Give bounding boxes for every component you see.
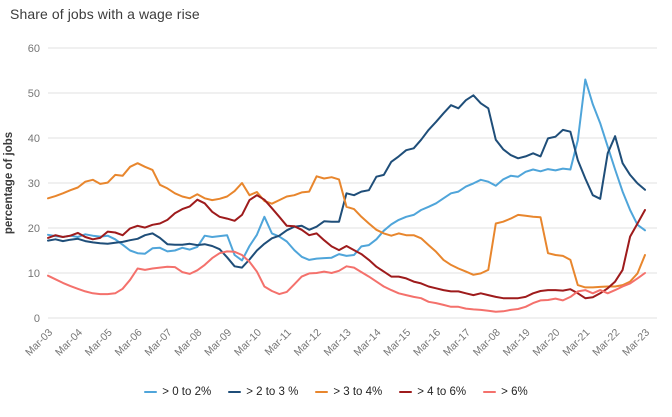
plot-area: 0102030405060Mar-03Mar-04Mar-05Mar-06Mar… bbox=[3, 43, 657, 359]
x-tick-label: Mar-05 bbox=[83, 327, 115, 359]
chart-legend: > 0 to 2% > 2 to 3 % > 3 to 4% > 4 to 6% > 6… bbox=[0, 386, 672, 398]
x-tick-label: Mar-21 bbox=[560, 327, 592, 359]
y-tick-label: 40 bbox=[28, 133, 40, 145]
series-line-4-to-6 bbox=[47, 194, 646, 300]
legend-swatch-line bbox=[228, 390, 242, 394]
legend-swatch-line bbox=[144, 390, 158, 394]
x-tick-label: Mar-12 bbox=[292, 327, 324, 359]
x-tick-label: Mar-14 bbox=[351, 327, 383, 359]
y-axis-title: percentage of jobs bbox=[3, 132, 15, 234]
x-tick-label: Mar-20 bbox=[531, 327, 563, 359]
legend-swatch-line bbox=[399, 390, 413, 394]
legend-label: > 4 to 6% bbox=[417, 386, 467, 398]
legend-swatch-line bbox=[483, 390, 497, 394]
y-tick-label: 10 bbox=[28, 268, 40, 280]
x-tick-label: Mar-09 bbox=[202, 327, 234, 359]
legend-swatch-line bbox=[315, 390, 329, 394]
series-line-0-to-2 bbox=[47, 78, 646, 262]
x-tick-label: Mar-10 bbox=[232, 327, 264, 359]
x-tick-label: Mar-07 bbox=[143, 327, 175, 359]
series-line-6 bbox=[47, 250, 646, 313]
x-tick-label: Mar-08 bbox=[172, 327, 204, 359]
x-tick-label: Mar-13 bbox=[322, 327, 354, 359]
y-tick-label: 60 bbox=[28, 43, 40, 55]
x-tick-label: Mar-03 bbox=[23, 327, 55, 359]
y-tick-label: 50 bbox=[28, 88, 40, 100]
x-tick-label: Mar-04 bbox=[53, 327, 85, 359]
legend-item: > 0 to 2% bbox=[144, 386, 211, 398]
series-line-2-to-3 bbox=[47, 94, 646, 269]
x-tick-label: Mar-23 bbox=[620, 327, 652, 359]
x-tick-label: Mar-17 bbox=[441, 327, 473, 359]
y-tick-label: 30 bbox=[28, 178, 40, 190]
y-tick-label: 0 bbox=[34, 313, 40, 325]
x-tick-label: Mar-16 bbox=[411, 327, 443, 359]
chart-title: Share of jobs with a wage rise bbox=[10, 6, 200, 22]
x-tick-label: Mar-11 bbox=[262, 327, 294, 359]
x-tick-label: Mar-19 bbox=[501, 327, 533, 359]
legend-label: > 3 to 4% bbox=[333, 386, 383, 398]
legend-label: > 6% bbox=[501, 386, 528, 398]
legend-item: > 3 to 4% bbox=[315, 386, 382, 398]
legend-item: > 2 to 3 % bbox=[228, 386, 298, 398]
legend-item: > 4 to 6% bbox=[399, 386, 466, 398]
x-tick-label: Mar-22 bbox=[590, 327, 622, 359]
series-line-3-to-4 bbox=[47, 162, 646, 289]
legend-label: > 2 to 3 % bbox=[246, 386, 299, 398]
y-tick-label: 20 bbox=[28, 223, 40, 235]
x-tick-label: Mar-15 bbox=[381, 327, 413, 359]
x-tick-label: Mar-08 bbox=[471, 327, 503, 359]
x-tick-label: Mar-06 bbox=[113, 327, 145, 359]
legend-label: > 0 to 2% bbox=[162, 386, 212, 398]
legend-item: > 6% bbox=[483, 386, 528, 398]
